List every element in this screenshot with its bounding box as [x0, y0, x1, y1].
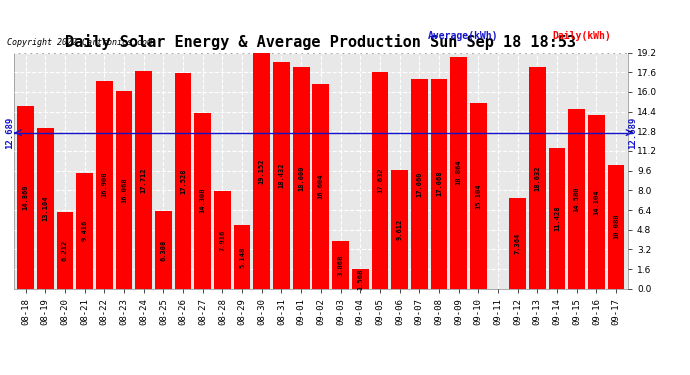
Bar [391, 171, 408, 289]
Text: 16.068: 16.068 [121, 177, 127, 203]
Text: 18.032: 18.032 [534, 165, 540, 190]
Text: 5.148: 5.148 [239, 246, 245, 268]
Text: 3.868: 3.868 [337, 254, 344, 276]
Text: 14.580: 14.580 [573, 186, 580, 212]
Text: 10.088: 10.088 [613, 214, 619, 239]
Bar [431, 79, 447, 289]
Bar [313, 84, 329, 289]
Bar [411, 79, 428, 289]
Text: Average(kWh): Average(kWh) [428, 32, 498, 41]
Text: 17.632: 17.632 [377, 168, 383, 193]
Bar [529, 67, 546, 289]
Text: 16.908: 16.908 [101, 172, 108, 198]
Bar [135, 71, 152, 289]
Bar [293, 67, 310, 289]
Bar [451, 57, 467, 289]
Text: Copyright 2022 Cartronics.com: Copyright 2022 Cartronics.com [7, 38, 152, 47]
Text: 11.428: 11.428 [554, 206, 560, 231]
Bar [470, 103, 486, 289]
Bar [273, 62, 290, 289]
Text: 19.152: 19.152 [259, 158, 265, 184]
Text: 9.416: 9.416 [81, 220, 88, 242]
Bar [57, 212, 73, 289]
Text: 17.528: 17.528 [180, 168, 186, 194]
Bar [352, 270, 368, 289]
Text: 14.308: 14.308 [199, 188, 206, 213]
Bar [77, 173, 93, 289]
Bar [549, 148, 565, 289]
Text: 17.060: 17.060 [416, 171, 422, 196]
Bar [155, 211, 172, 289]
Bar [175, 73, 191, 289]
Text: 16.604: 16.604 [318, 174, 324, 200]
Text: 12.689: 12.689 [6, 117, 14, 149]
Bar [569, 110, 585, 289]
Text: 14.860: 14.860 [23, 184, 28, 210]
Text: 18.864: 18.864 [455, 160, 462, 186]
Bar [96, 81, 112, 289]
Text: 13.104: 13.104 [42, 195, 48, 221]
Text: 14.104: 14.104 [593, 189, 600, 215]
Text: 18.432: 18.432 [279, 163, 284, 188]
Bar [214, 191, 230, 289]
Text: 6.308: 6.308 [160, 239, 166, 261]
Bar [234, 225, 250, 289]
Bar [371, 72, 388, 289]
Bar [37, 128, 54, 289]
Text: 7.916: 7.916 [219, 230, 226, 251]
Bar [116, 91, 132, 289]
Bar [509, 198, 526, 289]
Bar [253, 53, 270, 289]
Bar [588, 115, 604, 289]
Text: 7.364: 7.364 [515, 233, 521, 254]
Bar [195, 113, 211, 289]
Text: 6.212: 6.212 [62, 240, 68, 261]
Text: 18.000: 18.000 [298, 165, 304, 191]
Title: Daily Solar Energy & Average Production Sun Sep 18 18:53: Daily Solar Energy & Average Production … [66, 34, 576, 50]
Text: Daily(kWh): Daily(kWh) [552, 32, 611, 41]
Text: 17.712: 17.712 [141, 167, 147, 192]
Bar [17, 106, 34, 289]
Text: 15.104: 15.104 [475, 183, 482, 209]
Bar [608, 165, 624, 289]
Bar [332, 241, 349, 289]
Text: 12.689: 12.689 [629, 117, 638, 149]
Text: 9.612: 9.612 [397, 219, 402, 240]
Text: 17.068: 17.068 [436, 171, 442, 196]
Text: 1.568: 1.568 [357, 268, 363, 290]
